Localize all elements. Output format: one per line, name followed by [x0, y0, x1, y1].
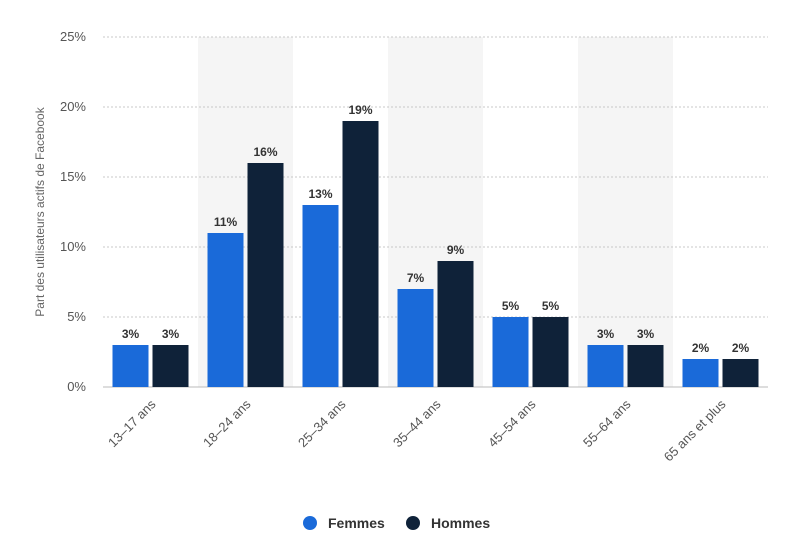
- category-label: 65 ans et plus: [661, 396, 729, 464]
- bar-femmes-6: [682, 359, 719, 387]
- data-labels: 3% 3% 11% 16% 13% 19% 7% 9% 5% 5% 3% 3% 2% 2%: [122, 103, 750, 355]
- bar-femmes-0: [112, 345, 149, 387]
- category-label: 25–34 ans: [295, 396, 349, 450]
- bar-hommes-3: [437, 261, 474, 387]
- bar-femmes-1: [207, 233, 244, 387]
- data-label: 5%: [542, 299, 560, 313]
- data-label: 7%: [407, 271, 425, 285]
- data-label: 2%: [732, 341, 750, 355]
- category-label: 13–17 ans: [105, 396, 159, 450]
- y-axis-ticks: 0% 5% 10% 15% 20% 25%: [60, 29, 86, 394]
- band-5: [578, 37, 673, 387]
- bar-hommes-2: [342, 121, 379, 387]
- data-label: 13%: [308, 187, 332, 201]
- bar-hommes-4: [532, 317, 569, 387]
- y-tick-label: 15%: [60, 169, 86, 184]
- data-label: 19%: [348, 103, 372, 117]
- legend: Femmes Hommes: [303, 515, 490, 531]
- bar-femmes-2: [302, 205, 339, 387]
- y-tick-label: 5%: [67, 309, 86, 324]
- y-tick-label: 0%: [67, 379, 86, 394]
- legend-marker-femmes[interactable]: [303, 516, 317, 530]
- data-label: 3%: [637, 327, 655, 341]
- data-label: 2%: [692, 341, 710, 355]
- data-label: 3%: [597, 327, 615, 341]
- data-label: 9%: [447, 243, 465, 257]
- bar-femmes-4: [492, 317, 529, 387]
- bar-hommes-6: [722, 359, 759, 387]
- category-label: 45–54 ans: [485, 396, 539, 450]
- category-label: 35–44 ans: [390, 396, 444, 450]
- y-tick-label: 10%: [60, 239, 86, 254]
- bar-femmes-3: [397, 289, 434, 387]
- data-label: 3%: [162, 327, 180, 341]
- bar-hommes-5: [627, 345, 664, 387]
- bar-hommes-0: [152, 345, 189, 387]
- bar-femmes-5: [587, 345, 624, 387]
- data-label: 5%: [502, 299, 520, 313]
- legend-marker-hommes[interactable]: [406, 516, 420, 530]
- category-label: 55–64 ans: [580, 396, 634, 450]
- y-tick-label: 25%: [60, 29, 86, 44]
- legend-label-femmes[interactable]: Femmes: [328, 515, 385, 531]
- category-label: 18–24 ans: [200, 396, 254, 450]
- bar-hommes-1: [247, 163, 284, 387]
- bars: [112, 121, 759, 387]
- y-axis-title: Part des utilisateurs actifs de Facebook: [33, 106, 47, 316]
- y-tick-label: 20%: [60, 99, 86, 114]
- data-label: 11%: [214, 215, 238, 229]
- data-label: 3%: [122, 327, 140, 341]
- alternating-bands: [198, 37, 673, 387]
- data-label: 16%: [253, 145, 277, 159]
- category-labels: 13–17 ans 18–24 ans 25–34 ans 35–44 ans 45–5…: [105, 396, 729, 464]
- legend-label-hommes[interactable]: Hommes: [431, 515, 490, 531]
